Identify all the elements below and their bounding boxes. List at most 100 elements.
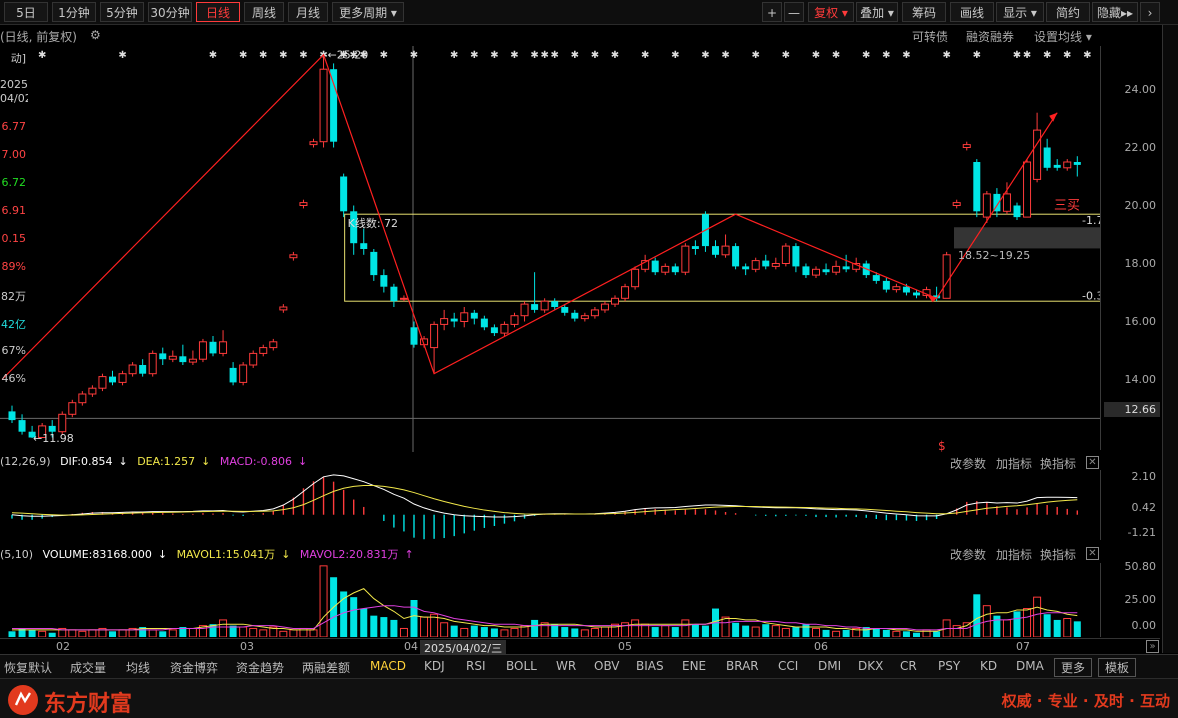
- set-ma-dropdown[interactable]: 设置均线 ▾: [1034, 28, 1092, 45]
- indicator-tab[interactable]: MACD: [370, 659, 406, 673]
- zoom-out-button[interactable]: —: [784, 2, 804, 22]
- event-star-icon: ✱: [1083, 50, 1091, 61]
- candle: [279, 304, 288, 313]
- indicator-tab[interactable]: 两融差额: [302, 661, 351, 675]
- volume-add-indicator[interactable]: 加指标: [996, 548, 1033, 562]
- indicator-tab[interactable]: WR: [556, 659, 577, 673]
- macd-add-indicator[interactable]: 加指标: [996, 457, 1033, 471]
- indicator-tab[interactable]: OBV: [594, 659, 620, 673]
- candle-body: [450, 318, 458, 322]
- candle-body: [611, 297, 619, 305]
- candle: [229, 362, 237, 386]
- month-label-02: 02: [56, 640, 70, 653]
- volume-bar: [118, 629, 127, 637]
- volume-bar: [600, 626, 609, 637]
- convertible-bond-link[interactable]: 可转债: [912, 30, 949, 44]
- candle-body: [209, 341, 217, 354]
- period-5day-button[interactable]: 5日: [4, 2, 48, 22]
- event-star-icon: ✱: [209, 50, 217, 61]
- close-icon[interactable]: ✕: [1086, 547, 1099, 560]
- period-monthly-button[interactable]: 月线: [288, 2, 328, 22]
- price-tick-label: 18.00: [1124, 256, 1157, 270]
- indicator-tab[interactable]: RSI: [466, 659, 486, 673]
- macd-chart[interactable]: [0, 470, 1100, 540]
- indicator-tab[interactable]: 模板: [1098, 658, 1137, 677]
- period-5min-button[interactable]: 5分钟: [100, 2, 144, 22]
- indicator-tab[interactable]: 成交量: [70, 661, 107, 675]
- volume-bar: [872, 628, 880, 637]
- event-star-icon: ✱: [882, 50, 890, 61]
- candle: [631, 266, 640, 290]
- collapse-panel-button[interactable]: ›: [1140, 2, 1160, 22]
- candle: [781, 243, 790, 267]
- more-periods-dropdown[interactable]: 更多周期 ▾: [332, 2, 404, 22]
- event-star-icon: ✱: [540, 50, 548, 61]
- macd-switch-indicator[interactable]: 换指标: [1040, 457, 1077, 471]
- candle-body: [892, 286, 901, 291]
- volume-bar: [742, 625, 750, 637]
- candle-body: [159, 353, 167, 360]
- indicator-tab[interactable]: 均线: [126, 661, 151, 675]
- close-icon[interactable]: ✕: [1086, 456, 1099, 469]
- candle: [168, 350, 177, 363]
- indicator-tab[interactable]: PSY: [938, 659, 961, 673]
- brand-name: 东方财富: [44, 692, 133, 717]
- indicator-tab[interactable]: KDJ: [424, 659, 445, 673]
- period-30min-button[interactable]: 30分钟: [148, 2, 192, 22]
- yincang-button[interactable]: 隐藏▸▸: [1092, 2, 1138, 22]
- indicator-tab[interactable]: BOLL: [506, 659, 537, 673]
- candle-body: [18, 420, 26, 432]
- xianshi-dropdown[interactable]: 显示 ▾: [996, 2, 1044, 22]
- period-weekly-button[interactable]: 周线: [244, 2, 284, 22]
- candle: [460, 307, 469, 328]
- zoom-in-button[interactable]: +: [762, 2, 782, 22]
- indicator-tab[interactable]: ENE: [682, 659, 707, 673]
- period-daily-button[interactable]: 日线: [196, 2, 240, 22]
- scroll-right-icon[interactable]: »: [1146, 640, 1159, 653]
- candle-body: [470, 312, 478, 319]
- volume-bar: [48, 632, 56, 637]
- indicator-tab[interactable]: BIAS: [636, 659, 664, 673]
- volume-bar: [309, 629, 318, 637]
- volume-chart[interactable]: [0, 563, 1100, 637]
- candle-body: [902, 286, 910, 293]
- indicator-tab[interactable]: CR: [900, 659, 917, 673]
- indicator-tab[interactable]: 恢复默认: [4, 661, 53, 675]
- indicator-tab[interactable]: CCI: [778, 659, 799, 673]
- candle-body: [289, 254, 298, 259]
- candle: [913, 289, 920, 299]
- indicator-tab[interactable]: DMA: [1016, 659, 1044, 673]
- indicator-tab[interactable]: DKX: [858, 659, 884, 673]
- candle-body: [721, 245, 730, 256]
- candle: [319, 54, 328, 148]
- jianyue-button[interactable]: 简约: [1046, 2, 1090, 22]
- volume-bar: [1013, 611, 1021, 637]
- fuquan-dropdown[interactable]: 复权 ▾: [808, 2, 854, 22]
- candle-body: [691, 246, 699, 249]
- diejia-dropdown[interactable]: 叠加 ▾: [856, 2, 898, 22]
- month-label-07: 07: [1016, 640, 1030, 653]
- indicator-tab[interactable]: BRAR: [726, 659, 759, 673]
- candle-body: [319, 68, 328, 143]
- indicator-tab[interactable]: 更多: [1054, 658, 1093, 677]
- macd-edit-params[interactable]: 改参数: [950, 457, 987, 471]
- candle-body: [590, 309, 599, 317]
- indicator-tab[interactable]: KD: [980, 659, 998, 673]
- chouma-button[interactable]: 筹码: [902, 2, 946, 22]
- period-1min-button[interactable]: 1分钟: [52, 2, 96, 22]
- kline-chart[interactable]: ✱ ✱ ✱ ✱ ✱ ✱ ✱ ✱ ✱ ✱ ✱ ✱ ✱ ✱ ✱ ✱ ✱ ✱ ✱ ✱ ✱ ✱ ✱ ✱ ✱ ✱ ✱ ✱ ✱ ✱ ✱ ✱ ✱ ✱ ✱ ✱ ✱ ✱ ✱ ✱…: [0, 46, 1100, 452]
- indicator-tab[interactable]: 资金博弈: [170, 661, 219, 675]
- margin-trading-link[interactable]: 融资融券: [966, 30, 1015, 44]
- candle-body: [551, 301, 559, 307]
- event-star-icon: ✱: [360, 50, 368, 61]
- gear-icon[interactable]: ⚙: [90, 28, 101, 42]
- volume-edit-params[interactable]: 改参数: [950, 548, 987, 562]
- volume-switch-indicator[interactable]: 换指标: [1040, 548, 1077, 562]
- indicator-tab[interactable]: DMI: [818, 659, 842, 673]
- side-panel-strip[interactable]: [1162, 25, 1178, 653]
- info-value: 6.77: [1, 120, 27, 133]
- indicator-tab[interactable]: 资金趋势: [236, 661, 285, 675]
- candle-body: [1043, 147, 1051, 168]
- huaxian-button[interactable]: 画线: [950, 2, 994, 22]
- info-value: 2025: [0, 78, 28, 91]
